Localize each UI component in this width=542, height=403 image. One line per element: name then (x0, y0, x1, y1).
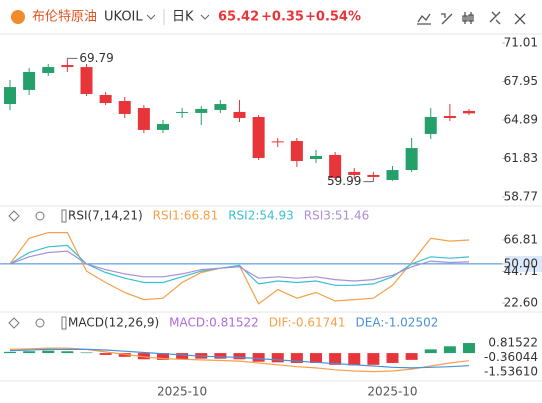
x-tick-label: 2025-10 (157, 385, 207, 399)
y-tick-label: 44.71 (504, 264, 538, 278)
candle-body (290, 140, 303, 161)
macd-bar (443, 346, 456, 354)
macd-bar (348, 353, 361, 366)
macd-bar (252, 353, 265, 362)
macd-bar (329, 353, 342, 365)
low-label: 59.99 (327, 174, 361, 188)
line-series (9, 348, 470, 369)
candle-body (405, 148, 418, 171)
candle-body (176, 111, 189, 113)
indicator-icon (61, 316, 67, 330)
period[interactable]: 日K (172, 10, 194, 25)
symbol[interactable]: UKOIL (104, 10, 143, 25)
dropdown-arrow[interactable] (146, 14, 156, 20)
y-tick-label: -1.53610 (484, 365, 538, 379)
legend-entry: RSI3:51.46 (304, 209, 370, 223)
tick-highlight (505, 255, 542, 272)
macd-bar (42, 350, 55, 354)
candle-body (271, 141, 284, 143)
y-tick-label: 66.81 (504, 232, 538, 246)
candle-body (23, 71, 36, 90)
macd-bar (386, 353, 399, 363)
candle-body (195, 108, 208, 113)
candle-body (233, 111, 246, 118)
indicator-title: MACD(12,26,9) (68, 316, 159, 330)
candle-body (348, 171, 361, 175)
candle-body (310, 155, 322, 159)
candle-body (80, 67, 93, 94)
candle-body (99, 94, 112, 104)
macd-bar (137, 353, 150, 360)
macd-bar (233, 353, 246, 360)
tool-icon[interactable] (462, 12, 474, 24)
candle-body (443, 115, 456, 118)
macd-bar (118, 353, 131, 357)
macd-bar (310, 353, 322, 363)
y-tick-label: 22.60 (504, 296, 538, 310)
settings-icon[interactable] (35, 211, 45, 221)
y-tick-label: 71.01 (504, 36, 538, 50)
candle-body (463, 110, 475, 114)
instrument-name[interactable]: 布伦特原油 (32, 10, 97, 25)
macd-bar (4, 351, 16, 354)
collapse-icon[interactable] (8, 210, 20, 222)
tool-icon[interactable] (489, 11, 501, 25)
macd-bar (99, 353, 112, 355)
candle-body (424, 116, 437, 134)
legend-entry: RSI1:66.81 (153, 209, 219, 223)
legend-entry: RSI2:54.93 (228, 209, 294, 223)
y-tick-label: -0.36044 (484, 350, 538, 364)
y-tick-label: 58.77 (504, 189, 538, 203)
candle-body (386, 170, 399, 180)
candle-body (214, 104, 227, 110)
tool-icon[interactable] (441, 13, 453, 25)
macd-bar (463, 343, 475, 354)
macd-bar (290, 353, 303, 363)
macd-bar (214, 353, 227, 359)
tool-icon[interactable] (417, 13, 431, 25)
candle-body (4, 87, 16, 105)
candle-body (42, 67, 55, 73)
macd-bar (424, 349, 437, 354)
legend-entry: MACD:0.81522 (169, 316, 259, 330)
macd-bar (405, 353, 418, 360)
y-tick-label: 0.81522 (488, 336, 538, 350)
macd-bar (61, 351, 74, 354)
candle-body (252, 116, 265, 158)
macd-bar (271, 353, 284, 363)
high-label: 69.79 (79, 51, 113, 65)
tool-icon[interactable] (514, 13, 526, 25)
macd-bar (80, 352, 93, 354)
legend-entry: DIF:-0.61741 (269, 316, 346, 330)
legend-entry: DEA:-1.02502 (356, 316, 439, 330)
macd-bar (157, 353, 169, 360)
symbol-icon (11, 10, 25, 24)
macd-bar (367, 353, 380, 365)
y-tick-label: 61.83 (504, 151, 538, 165)
price: 65.42 (218, 10, 259, 25)
change: +0.35 (261, 10, 304, 25)
candle-body (118, 101, 131, 114)
y-tick-label: 64.89 (504, 113, 538, 127)
dropdown-arrow[interactable] (200, 14, 210, 20)
x-tick-label: 2025-10 (367, 385, 417, 399)
settings-icon[interactable] (35, 318, 45, 328)
collapse-icon[interactable] (8, 317, 20, 329)
change-pct: +0.54% (305, 10, 361, 25)
indicator-title: RSI(7,14,21) (68, 209, 143, 223)
y-tick-label: 50.00 (504, 256, 538, 270)
candle-body (61, 65, 74, 68)
y-tick-label: 67.95 (504, 74, 538, 88)
candle-body (137, 108, 150, 130)
candle-body (367, 174, 380, 177)
indicator-icon (61, 209, 67, 223)
candle-body (157, 124, 169, 130)
candle-body (329, 154, 342, 178)
macd-bar (176, 353, 189, 360)
line-series (9, 250, 470, 282)
macd-bar (23, 351, 36, 354)
